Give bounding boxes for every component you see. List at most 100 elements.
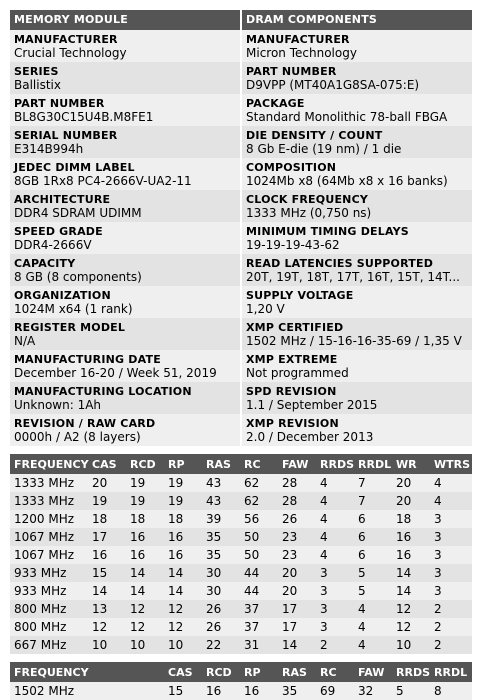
- module-field: ARCHITECTURE DDR4 SDRAM UDIMM: [10, 190, 240, 222]
- table-cell: 4: [354, 636, 392, 654]
- table-cell: 2: [430, 636, 472, 654]
- field-label: ARCHITECTURE: [14, 193, 111, 206]
- module-field: SPEED GRADE DDR4-2666V: [10, 222, 240, 254]
- table-cell: 5: [354, 582, 392, 600]
- field-label: MINIMUM TIMING DELAYS: [246, 225, 409, 238]
- field-value: 1,20 V: [246, 302, 285, 316]
- table-cell: 20: [278, 564, 316, 582]
- table-row: 933 MHz 15 14 14 30 44 20 3 5 14 3: [10, 564, 472, 582]
- column-header: RC: [240, 454, 278, 474]
- table-cell: 18: [88, 510, 126, 528]
- field-label: SPD REVISION: [246, 385, 337, 398]
- table-cell: 1502 MHz: [10, 682, 88, 700]
- table-cell: 17: [278, 600, 316, 618]
- field-label: READ LATENCIES SUPPORTED: [246, 257, 434, 270]
- column-header: RAS: [278, 662, 316, 682]
- table-cell: 7: [354, 492, 392, 510]
- table-cell: 20: [392, 474, 430, 492]
- field-label: REGISTER MODEL: [14, 321, 126, 334]
- field-value: Standard Monolithic 78-ball FBGA: [246, 110, 448, 124]
- table-cell: 17: [88, 528, 126, 546]
- memory-module-header: MEMORY MODULE: [10, 10, 240, 30]
- field-label: REVISION / RAW CARD: [14, 417, 156, 430]
- table-cell: 14: [392, 582, 430, 600]
- table-cell: 35: [202, 546, 240, 564]
- table-cell: 3: [316, 582, 354, 600]
- dram-field: MANUFACTURER Micron Technology: [242, 30, 472, 62]
- dram-field: XMP EXTREME Not programmed: [242, 350, 472, 382]
- field-label: CLOCK FREQUENCY: [246, 193, 369, 206]
- table-cell: 15: [88, 564, 126, 582]
- column-header: RP: [240, 662, 278, 682]
- table-cell: 35: [202, 528, 240, 546]
- module-field: MANUFACTURING LOCATION Unknown: 1Ah: [10, 382, 240, 414]
- table-cell: 14: [126, 582, 164, 600]
- table-cell: 16: [392, 528, 430, 546]
- xmp-header-row: FREQUENCY CAS RCD RP RAS RC FAW RRDS RRDL: [10, 662, 472, 682]
- field-value: DDR4-2666V: [14, 238, 92, 252]
- table-row: 800 MHz 12 12 12 26 37 17 3 4 12 2: [10, 618, 472, 636]
- table-cell: 32: [354, 682, 392, 700]
- module-field: SERIES Ballistix: [10, 62, 240, 94]
- table-cell: 16: [126, 528, 164, 546]
- field-value: Not programmed: [246, 366, 349, 380]
- field-value: Micron Technology: [246, 46, 357, 60]
- field-value: Crucial Technology: [14, 46, 127, 60]
- spd-report: MEMORY MODULE MANUFACTURER Crucial Techno…: [10, 10, 472, 700]
- table-cell: 56: [240, 510, 278, 528]
- field-value: 8 GB (8 components): [14, 270, 142, 284]
- column-header: WTRS: [430, 454, 472, 474]
- module-field: REVISION / RAW CARD 0000h / A2 (8 layers): [10, 414, 240, 446]
- dram-field: DIE DENSITY / COUNT 8 Gb E-die (19 nm) / …: [242, 126, 472, 158]
- table-cell: 14: [392, 564, 430, 582]
- table-cell: 31: [240, 636, 278, 654]
- field-value: Ballistix: [14, 78, 61, 92]
- dram-components-section: DRAM COMPONENTS MANUFACTURER Micron Techn…: [242, 10, 472, 446]
- table-cell: 14: [88, 582, 126, 600]
- dram-field: PART NUMBER D9VPP (MT40A1G8SA-075:E): [242, 62, 472, 94]
- field-value: 19-19-19-43-62: [246, 238, 340, 252]
- table-cell: 17: [278, 618, 316, 636]
- column-header: [88, 662, 164, 682]
- table-cell: 35: [278, 682, 316, 700]
- table-row: 800 MHz 13 12 12 26 37 17 3 4 12 2: [10, 600, 472, 618]
- table-cell: 1200 MHz: [10, 510, 88, 528]
- table-cell: 19: [164, 492, 202, 510]
- table-cell: 26: [202, 618, 240, 636]
- table-cell: 16: [164, 528, 202, 546]
- module-field: MANUFACTURING DATE December 16-20 / Week …: [10, 350, 240, 382]
- field-value: 20T, 19T, 18T, 17T, 16T, 15T, 14T...: [246, 270, 460, 284]
- column-header: RCD: [126, 454, 164, 474]
- table-cell: 16: [240, 682, 278, 700]
- table-cell: 12: [392, 600, 430, 618]
- table-cell: 16: [88, 546, 126, 564]
- table-cell: 16: [202, 682, 240, 700]
- dram-field: SUPPLY VOLTAGE 1,20 V: [242, 286, 472, 318]
- table-cell: 22: [202, 636, 240, 654]
- table-cell: 37: [240, 600, 278, 618]
- column-header: RC: [316, 662, 354, 682]
- table-cell: 3: [316, 618, 354, 636]
- module-field: CAPACITY 8 GB (8 components): [10, 254, 240, 286]
- table-cell: 800 MHz: [10, 600, 88, 618]
- table-cell: 3: [316, 600, 354, 618]
- field-label: PART NUMBER: [14, 97, 105, 110]
- table-cell: 5: [354, 564, 392, 582]
- dram-components-header: DRAM COMPONENTS: [242, 10, 472, 30]
- table-cell: 16: [126, 546, 164, 564]
- table-cell: 933 MHz: [10, 582, 88, 600]
- table-cell: 1333 MHz: [10, 492, 88, 510]
- table-cell: 19: [126, 492, 164, 510]
- table-cell: 62: [240, 492, 278, 510]
- field-value: 8 Gb E-die (19 nm) / 1 die: [246, 142, 402, 156]
- field-label: SERIES: [14, 65, 59, 78]
- table-cell: 3: [316, 564, 354, 582]
- table-cell: 43: [202, 474, 240, 492]
- dram-field: PACKAGE Standard Monolithic 78-ball FBGA: [242, 94, 472, 126]
- module-field: JEDEC DIMM LABEL 8GB 1Rx8 PC4-2666V-UA2-1…: [10, 158, 240, 190]
- field-value: N/A: [14, 334, 36, 348]
- column-header: FAW: [278, 454, 316, 474]
- table-cell: 15: [164, 682, 202, 700]
- dram-field: READ LATENCIES SUPPORTED 20T, 19T, 18T, 1…: [242, 254, 472, 286]
- info-columns: MEMORY MODULE MANUFACTURER Crucial Techno…: [10, 10, 472, 446]
